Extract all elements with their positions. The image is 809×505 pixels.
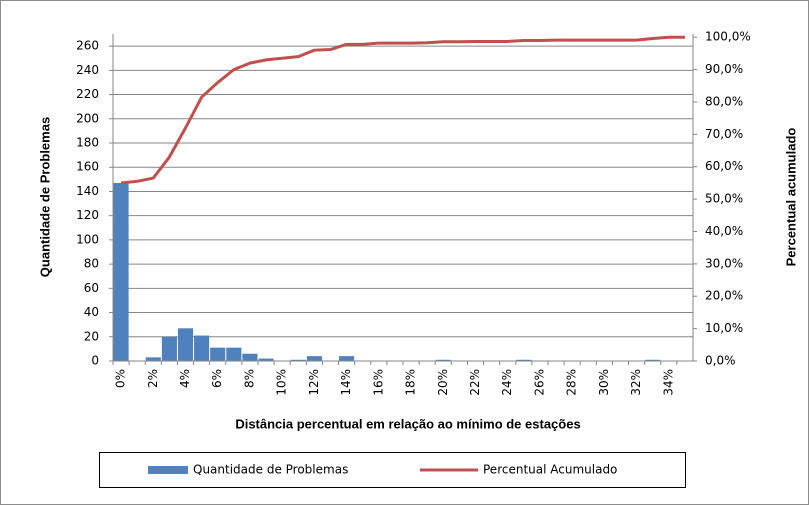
y2-tick-label: 80,0% [705,94,743,108]
x-tick-label: 18% [404,369,418,396]
y-tick-label: 80 [84,257,99,271]
x-tick-label: 30% [597,369,611,396]
x-tick-label: 2% [146,369,160,388]
bar [242,353,258,361]
y-tick-label: 120 [76,208,99,222]
y-tick-label: 20 [84,329,99,343]
y-tick-label: 60 [84,281,99,295]
bar [306,356,322,361]
legend-label: Quantidade de Problemas [193,463,348,477]
x-tick-label: 32% [629,369,643,396]
x-tick-label: 10% [275,369,289,396]
bar [290,359,306,361]
y-tick-label: 220 [76,87,99,101]
x-tick-label: 16% [371,369,385,396]
y2-tick-label: 100,0% [705,30,751,44]
y-tick-label: 260 [76,39,99,53]
y2-tick-label: 20,0% [705,289,743,303]
bar [258,358,274,361]
bar [194,335,210,361]
y2-tick-label: 50,0% [705,192,743,206]
x-tick-label: 0% [114,369,128,388]
x-axis-title: Distância percentual em relação ao mínim… [235,416,580,431]
y-axis-title: Quantidade de Problemas [37,117,52,277]
x-tick-label: 14% [339,369,353,396]
bar [516,359,532,361]
x-tick-label: 20% [436,369,450,396]
x-tick-label: 24% [500,369,514,396]
y-tick-label: 100 [76,232,99,246]
x-tick-label: 8% [242,369,256,388]
bar [177,328,194,361]
y2-tick-label: 60,0% [705,159,743,173]
x-tick-label: 26% [532,369,546,396]
x-tick-label: 28% [565,369,579,396]
y-tick-label: 140 [76,184,99,198]
y2-tick-label: 0,0% [705,354,736,368]
y-tick-label: 160 [76,160,99,174]
x-tick-label: 22% [468,369,482,396]
y2-tick-label: 10,0% [705,321,743,335]
legend-swatch [148,466,188,474]
x-tick-label: 12% [307,369,321,396]
legend-box [99,452,686,488]
y2-tick-label: 40,0% [705,224,743,238]
y2-tick-label: 30,0% [705,256,743,270]
bar [645,359,661,361]
bar [161,336,177,361]
x-tick-label: 6% [210,369,224,388]
y2-tick-label: 90,0% [705,62,743,76]
legend-label: Percentual Acumulado [483,463,617,477]
y-tick-label: 200 [76,111,99,125]
bar [210,347,226,361]
bar [145,357,161,361]
bar [435,359,451,361]
y-tick-label: 240 [76,63,99,77]
y-tick-label: 180 [76,136,99,150]
y-tick-label: 40 [84,305,99,319]
y-tick-label: 0 [91,354,99,368]
y2-tick-label: 70,0% [705,127,743,141]
bar [113,182,129,361]
cumulative-line [120,35,685,185]
bar [226,347,242,361]
y2-axis-title: Percentual acumulado [783,128,798,267]
bar [339,356,355,361]
x-tick-label: 34% [661,369,675,396]
x-tick-label: 4% [178,369,192,388]
